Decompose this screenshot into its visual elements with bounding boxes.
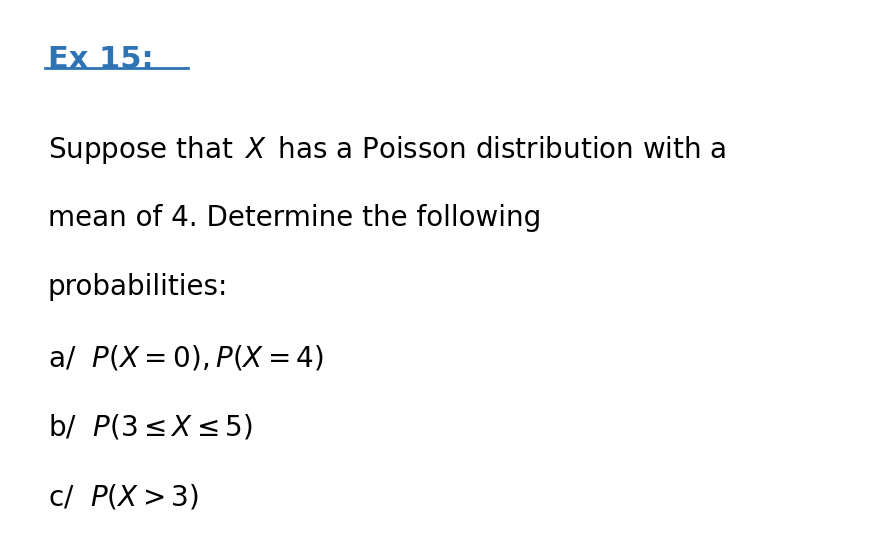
Text: mean of 4. Determine the following: mean of 4. Determine the following [48,204,541,232]
Text: Suppose that $\,X\,$ has a Poisson distribution with a: Suppose that $\,X\,$ has a Poisson distr… [48,134,726,166]
Text: c/  $P(X>3)$: c/ $P(X>3)$ [48,483,198,512]
Text: Ex 15:: Ex 15: [48,45,154,74]
Text: a/  $P(X=0),P(X=4)$: a/ $P(X=0),P(X=4)$ [48,343,324,372]
Text: probabilities:: probabilities: [48,273,228,301]
Text: b/  $P(3 \leq X \leq 5)$: b/ $P(3 \leq X \leq 5)$ [48,413,253,442]
